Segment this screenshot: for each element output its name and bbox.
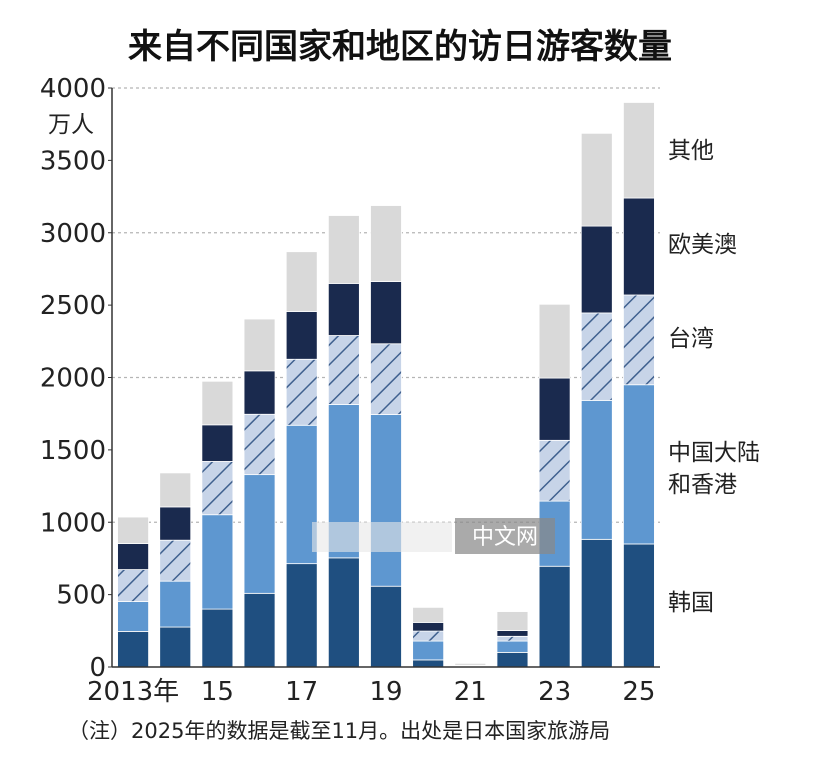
bar-2019-series-4 (370, 205, 402, 282)
x-tick-label: 15 (201, 677, 234, 707)
bar-2016-series-3 (243, 370, 276, 415)
x-tick-label: 23 (538, 677, 571, 707)
chart-title: 来自不同国家和地区的访日游客数量 (128, 27, 672, 67)
bar-2013-series-2 (117, 569, 149, 602)
bar-2014-series-4 (159, 472, 192, 508)
bar-2015-series-4 (201, 380, 234, 426)
y-axis-unit: 万人 (48, 112, 94, 138)
y-tick-label: 0 (89, 653, 106, 683)
legend-other: 其他 (668, 138, 714, 164)
bar-2015-series-3 (201, 424, 234, 462)
bar-2024-series-0 (580, 538, 613, 668)
y-tick-label: 1500 (40, 436, 106, 466)
bar-2020-series-4 (412, 606, 445, 623)
legend-taiwan: 台湾 (668, 326, 714, 352)
bar-2014-series-0 (159, 626, 192, 668)
bar-2017-series-3 (285, 311, 318, 360)
y-tick-label: 3500 (40, 146, 106, 176)
x-tick-label: 2013年 (87, 677, 179, 707)
y-tick-label: 500 (56, 581, 106, 611)
bar-2022-series-0 (496, 651, 529, 668)
watermark: 中文网 (312, 518, 555, 554)
bar-2025-series-3 (623, 197, 655, 296)
legend-china-line2: 和香港 (668, 472, 737, 498)
bar-2025-series-4 (623, 102, 655, 199)
bars (117, 102, 655, 668)
bar-2019-series-1 (370, 414, 402, 587)
bar-2025-series-2 (623, 294, 655, 386)
bar-2025-series-1 (623, 384, 655, 545)
bar-2018-series-0 (327, 557, 360, 668)
bar-2016-series-1 (243, 474, 276, 594)
bar-2014-series-3 (159, 506, 192, 541)
bar-2016-series-0 (243, 592, 276, 668)
bar-2022-series-3 (496, 630, 529, 637)
bar-2018-series-3 (327, 283, 360, 336)
bar-2023-series-4 (538, 303, 571, 379)
bar-2025-series-0 (623, 543, 655, 668)
bar-2016-series-4 (243, 318, 276, 372)
bar-2020-series-0 (412, 659, 445, 668)
bar-2013-series-1 (117, 601, 149, 632)
footnote: （注）2025年的数据是截至11月。出处是日本国家旅游局 (68, 719, 610, 743)
bar-2024-series-2 (580, 312, 613, 401)
y-tick-label: 1000 (40, 508, 106, 538)
bar-2020-series-2 (412, 630, 445, 642)
bar-2018-series-4 (327, 215, 360, 284)
bar-2024-series-3 (580, 225, 613, 314)
x-tick-label: 21 (454, 677, 487, 707)
bar-2019-series-3 (370, 281, 402, 345)
bar-2022-series-2 (496, 635, 529, 642)
bar-2019-series-2 (370, 343, 402, 415)
bar-2022-series-4 (496, 611, 529, 631)
bar-2013-series-3 (117, 543, 149, 570)
y-tick-label: 2000 (40, 364, 106, 394)
y-tick-label: 4000 (40, 74, 106, 104)
watermark-box (455, 518, 555, 554)
y-tick-label: 2500 (40, 291, 106, 321)
y-tick-labels: 0 500 1000 1500 2000 2500 3000 3500 4000 (40, 74, 112, 683)
legend: 其他 欧美澳 台湾 中国大陆 和香港 韩国 (668, 138, 760, 616)
x-tick-label: 17 (285, 677, 318, 707)
bar-2024-series-1 (580, 399, 613, 540)
bar-2016-series-2 (243, 413, 276, 476)
bar-2017-series-4 (285, 251, 318, 312)
bar-2021-series-4 (454, 662, 487, 666)
bar-2023-series-2 (538, 439, 571, 502)
bar-2014-series-1 (159, 580, 192, 628)
bar-2015-series-0 (201, 608, 234, 668)
bar-2020-series-3 (412, 622, 445, 632)
bar-2013-series-0 (117, 630, 149, 668)
bar-2017-series-2 (285, 358, 318, 426)
bar-2020-series-1 (412, 640, 445, 661)
bar-2023-series-0 (538, 565, 571, 668)
watermark-logo-mark (312, 522, 452, 552)
bar-2015-series-1 (201, 514, 234, 610)
bar-2022-series-1 (496, 640, 529, 653)
bar-2024-series-4 (580, 132, 613, 227)
bar-2013-series-4 (117, 516, 149, 544)
y-tick-label: 3000 (40, 219, 106, 249)
bar-2014-series-2 (159, 539, 192, 582)
x-tick-labels: 2013年 15 17 19 21 23 25 (87, 677, 655, 707)
legend-west: 欧美澳 (668, 232, 737, 258)
legend-korea: 韩国 (668, 590, 714, 616)
watermark-text: 中文网 (472, 525, 538, 550)
bar-2023-series-3 (538, 377, 571, 441)
bar-2017-series-0 (285, 563, 318, 668)
bar-2015-series-2 (201, 461, 234, 516)
x-tick-label: 25 (622, 677, 655, 707)
legend-china-line1: 中国大陆 (668, 440, 760, 466)
x-tick-label: 19 (369, 677, 402, 707)
bar-2019-series-0 (370, 585, 402, 668)
bar-2018-series-2 (327, 335, 360, 405)
